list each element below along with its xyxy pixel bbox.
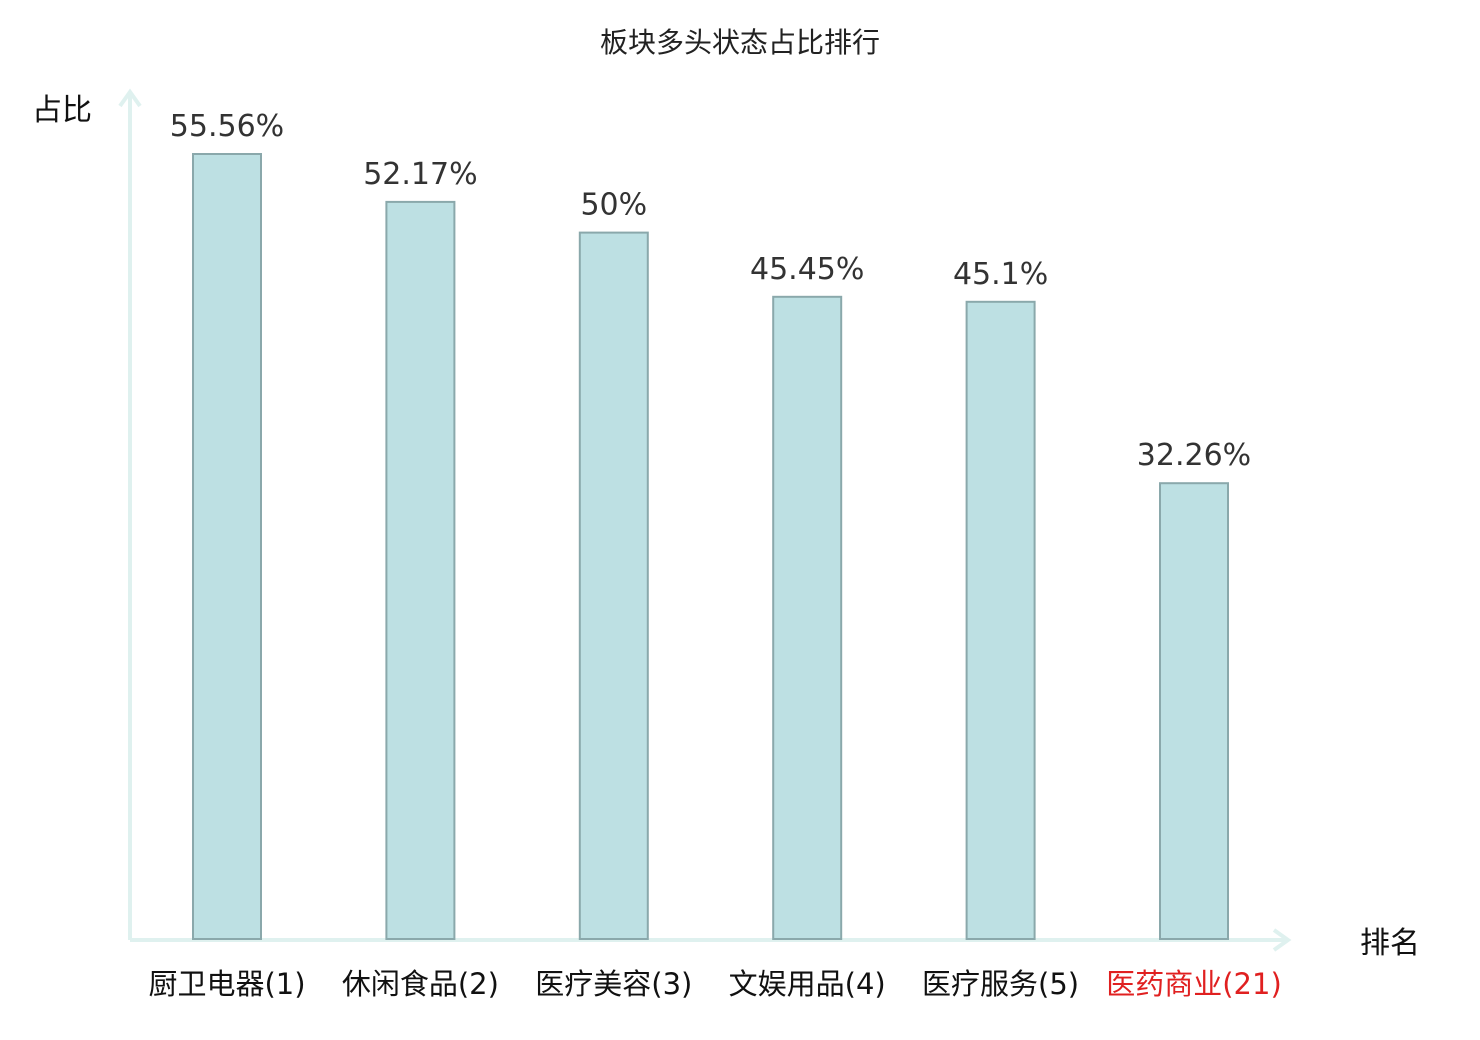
category-rank-1: (1) [264,967,305,1001]
category-labels-group: 厨卫电器(1) 休闲食品(2) 医疗美容(3) 文娱用品(4) 医疗服务(5) 医药商业(… [148,967,1281,1001]
category-name-5: 医疗服务 [922,967,1038,1001]
bar-3 [578,231,649,941]
value-label-5: 45.1% [953,257,1048,292]
chart-title: 板块多头状态占比排行 [600,26,880,59]
bar-1 [192,153,262,940]
value-label-6: 32.26% [1137,438,1251,473]
category-name-3: 医疗美容 [535,967,651,1001]
category-rank-6: (21) [1222,967,1282,1001]
category-label-6: 医药商业(21) [1106,967,1282,1001]
value-label-2: 52.17% [363,157,477,192]
category-label-2: 休闲食品(2) [342,967,499,1001]
category-label-3: 医疗美容(3) [535,967,692,1001]
y-axis-arrow [118,88,142,108]
value-label-4: 45.45% [750,252,864,287]
category-name-6: 医药商业 [1106,967,1222,1001]
category-name-1: 厨卫电器 [148,967,264,1001]
category-rank-3: (3) [651,967,692,1001]
category-rank-2: (2) [458,967,499,1001]
value-label-1: 55.56% [170,109,284,144]
value-labels-group: 55.56% 52.17% 50% 45.45% 45.1% 32.26% [170,109,1251,473]
bar-4 [772,295,843,940]
bars-group [192,153,1229,941]
bar-5 [965,300,1036,940]
category-label-4: 文娱用品(4) [729,967,886,1001]
category-label-1: 厨卫电器(1) [148,967,305,1001]
category-rank-4: (4) [845,967,886,1001]
x-axis-label: 排名 [1360,926,1420,961]
bar-6 [1159,482,1229,940]
bar-2 [385,200,456,940]
category-name-4: 文娱用品 [729,967,845,1001]
category-name-2: 休闲食品 [342,967,458,1001]
category-rank-5: (5) [1038,967,1079,1001]
value-label-3: 50% [580,188,647,223]
x-axis-arrow [1272,928,1292,952]
y-axis-label: 占比 [32,93,92,128]
category-label-5: 医疗服务(5) [922,967,1079,1001]
